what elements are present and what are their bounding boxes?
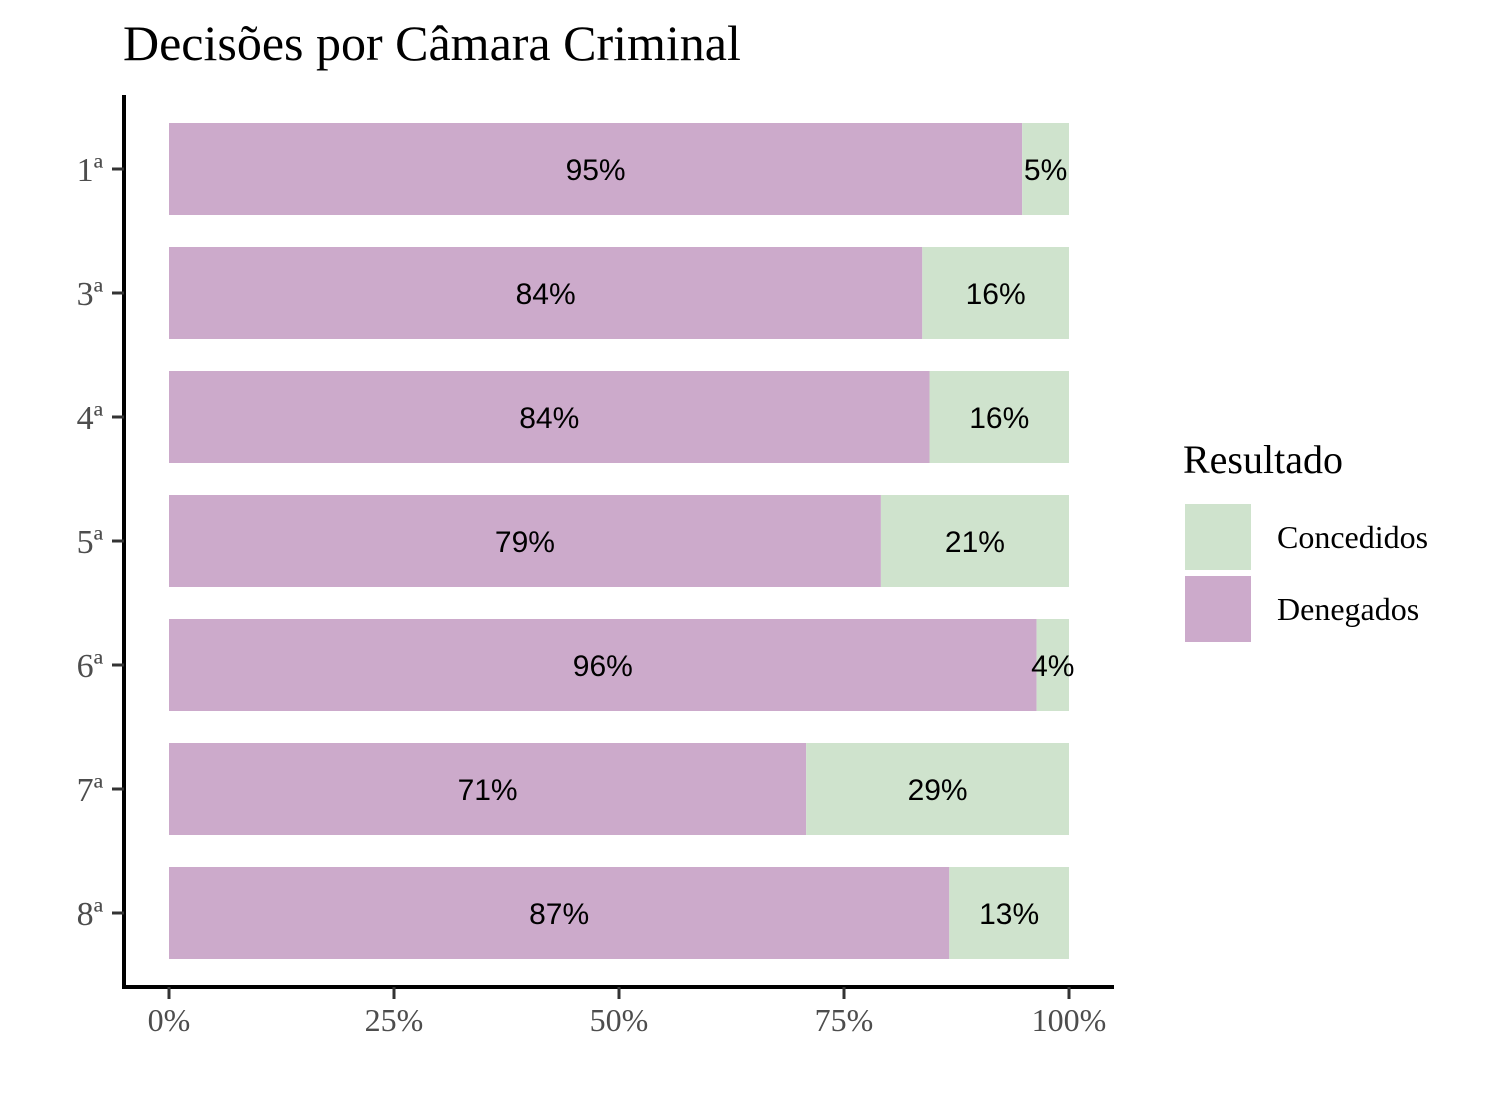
y-tick-label-2: 3ª bbox=[77, 276, 104, 313]
chart-title: Decisões por Câmara Criminal bbox=[123, 15, 741, 71]
legend-swatch-concedidos bbox=[1185, 504, 1251, 570]
bar-label-concedidos-2: 16% bbox=[966, 278, 1026, 311]
bar-labels-group: 95% 5% 84% 16% 84% 16% 79% 21% 96% 4% 71% 29% 87% 13% bbox=[458, 154, 1075, 931]
bars-group bbox=[169, 123, 1069, 959]
y-tick-label-6: 7ª bbox=[77, 772, 104, 809]
bar-concedidos-6 bbox=[806, 743, 1069, 835]
bar-label-denegados-1: 95% bbox=[566, 154, 626, 187]
bar-denegados-4 bbox=[169, 495, 881, 587]
bar-label-concedidos-4: 21% bbox=[945, 526, 1005, 559]
bar-concedidos-4 bbox=[880, 495, 1069, 587]
bar-concedidos-2 bbox=[922, 247, 1069, 339]
bar-label-denegados-6: 71% bbox=[458, 774, 518, 807]
bar-label-denegados-5: 96% bbox=[573, 650, 633, 683]
bar-label-concedidos-6: 29% bbox=[908, 774, 968, 807]
legend-title: Resultado bbox=[1183, 437, 1343, 482]
x-tick-label-2: 50% bbox=[590, 1002, 649, 1038]
legend-swatch-denegados bbox=[1185, 576, 1251, 642]
y-tick-label-5: 6ª bbox=[77, 648, 104, 685]
y-axis-ticks: 1ª 3ª 4ª 5ª 6ª 7ª 8ª bbox=[77, 152, 124, 933]
x-tick-label-4: 100% bbox=[1032, 1002, 1107, 1038]
legend: Resultado Concedidos Denegados bbox=[1183, 437, 1428, 642]
bar-label-concedidos-3: 16% bbox=[969, 402, 1029, 435]
bar-label-denegados-2: 84% bbox=[516, 278, 576, 311]
x-axis-ticks: 0% 25% 50% 75% 100% bbox=[148, 987, 1107, 1038]
x-tick-label-1: 25% bbox=[365, 1002, 424, 1038]
bar-label-concedidos-5: 4% bbox=[1031, 650, 1074, 683]
y-tick-label-3: 4ª bbox=[77, 400, 104, 437]
bar-denegados-2 bbox=[169, 247, 923, 339]
x-tick-label-0: 0% bbox=[148, 1002, 191, 1038]
y-tick-label-7: 8ª bbox=[77, 896, 104, 933]
legend-label-concedidos: Concedidos bbox=[1277, 519, 1428, 555]
bar-concedidos-5 bbox=[1036, 619, 1069, 711]
legend-label-denegados: Denegados bbox=[1277, 591, 1419, 627]
bar-label-denegados-7: 87% bbox=[529, 898, 589, 931]
bar-concedidos-7 bbox=[949, 867, 1069, 959]
bar-concedidos-3 bbox=[929, 371, 1069, 463]
bar-denegados-1 bbox=[169, 123, 1023, 215]
x-tick-label-3: 75% bbox=[815, 1002, 874, 1038]
bar-denegados-3 bbox=[169, 371, 930, 463]
bar-denegados-6 bbox=[169, 743, 807, 835]
bar-denegados-5 bbox=[169, 619, 1037, 711]
bar-denegados-7 bbox=[169, 867, 950, 959]
bar-concedidos-1 bbox=[1022, 123, 1069, 215]
y-tick-label-4: 5ª bbox=[77, 524, 104, 561]
bar-label-concedidos-1: 5% bbox=[1024, 154, 1067, 187]
y-tick-label-1: 1ª bbox=[77, 152, 104, 189]
bar-label-concedidos-7: 13% bbox=[979, 898, 1039, 931]
legend-items: Concedidos Denegados bbox=[1185, 504, 1428, 642]
bar-label-denegados-4: 79% bbox=[495, 526, 555, 559]
bar-label-denegados-3: 84% bbox=[519, 402, 579, 435]
